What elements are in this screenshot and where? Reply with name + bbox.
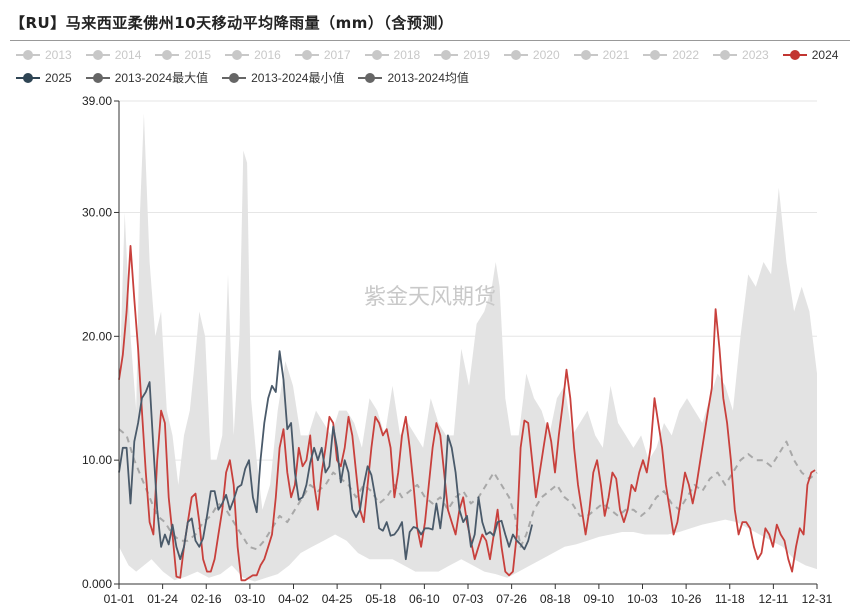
legend-item-2013-2024最大值[interactable]: 2013-2024最大值 (85, 69, 209, 86)
x-tick-label: 01-01 (104, 592, 135, 606)
legend-marker-icon (364, 49, 389, 60)
title-divider (10, 40, 850, 41)
legend-label: 2020 (532, 47, 560, 62)
x-tick-label: 12-31 (802, 592, 833, 606)
legend-item-2020[interactable]: 2020 (503, 47, 560, 62)
legend-label: 2022 (672, 47, 700, 62)
legend-label: 2013-2024最小值 (251, 71, 345, 85)
x-tick-label: 09-10 (584, 592, 615, 606)
legend-label: 2021 (602, 47, 630, 62)
x-tick-label: 01-24 (147, 592, 178, 606)
x-tick-label: 08-18 (540, 592, 571, 606)
x-tick-label: 12-11 (758, 592, 788, 606)
legend-item-2021[interactable]: 2021 (573, 47, 630, 62)
x-tick-label: 06-10 (409, 592, 440, 606)
legend-marker-icon (294, 49, 319, 60)
legend-item-2025[interactable]: 2025 (16, 71, 72, 85)
y-tick-label: 10.00 (82, 453, 112, 467)
legend-label: 2025 (45, 70, 72, 85)
legend-label: 2013 (45, 47, 72, 62)
legend-item-2019[interactable]: 2019 (434, 48, 490, 62)
legend-item-2016[interactable]: 2016 (225, 48, 281, 62)
legend-label: 2019 (463, 47, 490, 62)
legend-label: 2018 (393, 47, 421, 62)
legend-label: 2013-2024最大值 (114, 71, 209, 85)
legend-marker-icon (16, 49, 40, 60)
legend-item-2014[interactable]: 2014 (85, 47, 142, 62)
legend-marker-icon (713, 49, 738, 60)
legend-marker-icon (503, 49, 528, 60)
legend-item-2024[interactable]: 2024 (782, 47, 839, 62)
legend-label: 2015 (184, 47, 212, 62)
legend-marker-icon (85, 72, 110, 83)
chart-title: 【RU】马来西亚柔佛州10天移动平均降雨量（mm）（含预测） (10, 14, 454, 32)
legend-marker-icon (155, 49, 180, 60)
legend-marker-icon (85, 49, 110, 60)
y-tick-label: 30.00 (82, 205, 112, 219)
watermark-text: 紫金天风期货 (364, 285, 496, 310)
legend-marker-icon (573, 49, 598, 60)
x-tick-label: 03-10 (235, 592, 266, 606)
legend-label: 2023 (742, 47, 769, 62)
legend-label: 2016 (254, 47, 281, 62)
legend-item-2013-2024均值[interactable]: 2013-2024均值 (358, 69, 469, 86)
x-tick-label: 10-03 (627, 592, 658, 606)
series-2025 (118, 350, 533, 561)
x-tick-label: 10-26 (671, 592, 702, 606)
legend-item-2017[interactable]: 2017 (294, 47, 351, 62)
x-tick-label: 11-18 (715, 592, 745, 606)
legend-label: 2024 (811, 47, 839, 62)
legend-marker-icon (643, 49, 668, 60)
legend-marker-icon (222, 72, 247, 83)
legend-label: 2014 (114, 47, 142, 62)
legend-item-2018[interactable]: 2018 (364, 47, 421, 62)
y-tick-label: 0.000 (82, 577, 112, 591)
legend-label: 2013-2024均值 (387, 71, 469, 85)
legend-item-2013[interactable]: 2013 (16, 48, 72, 62)
legend-item-2023[interactable]: 2023 (713, 48, 769, 62)
legend-marker-icon (16, 72, 40, 83)
x-tick-label: 05-18 (365, 592, 396, 606)
legend-marker-icon (434, 49, 459, 60)
y-tick-label: 20.00 (82, 329, 112, 343)
y-tick-label: 39.00 (82, 94, 112, 108)
x-tick-label: 04-25 (322, 592, 353, 606)
legend-marker-icon (225, 49, 250, 60)
series-mean-2013-2024 (118, 428, 818, 551)
legend-label: 2017 (323, 47, 351, 62)
x-tick-label: 07-03 (453, 592, 484, 606)
legend-item-2022[interactable]: 2022 (643, 48, 699, 62)
range-band-2013-2024 (119, 113, 817, 582)
x-tick-label: 07-26 (496, 592, 527, 606)
legend-marker-icon (358, 72, 383, 83)
x-tick-label: 04-02 (278, 592, 309, 606)
x-tick-label: 02-16 (191, 592, 222, 606)
chart-legend: 2013 2014 2015 2016 2017 2018 2019 2020 2021 2022… (16, 43, 846, 89)
legend-item-2015[interactable]: 2015 (155, 48, 211, 62)
legend-marker-icon (782, 49, 807, 60)
legend-item-2013-2024最小值[interactable]: 2013-2024最小值 (222, 69, 344, 86)
